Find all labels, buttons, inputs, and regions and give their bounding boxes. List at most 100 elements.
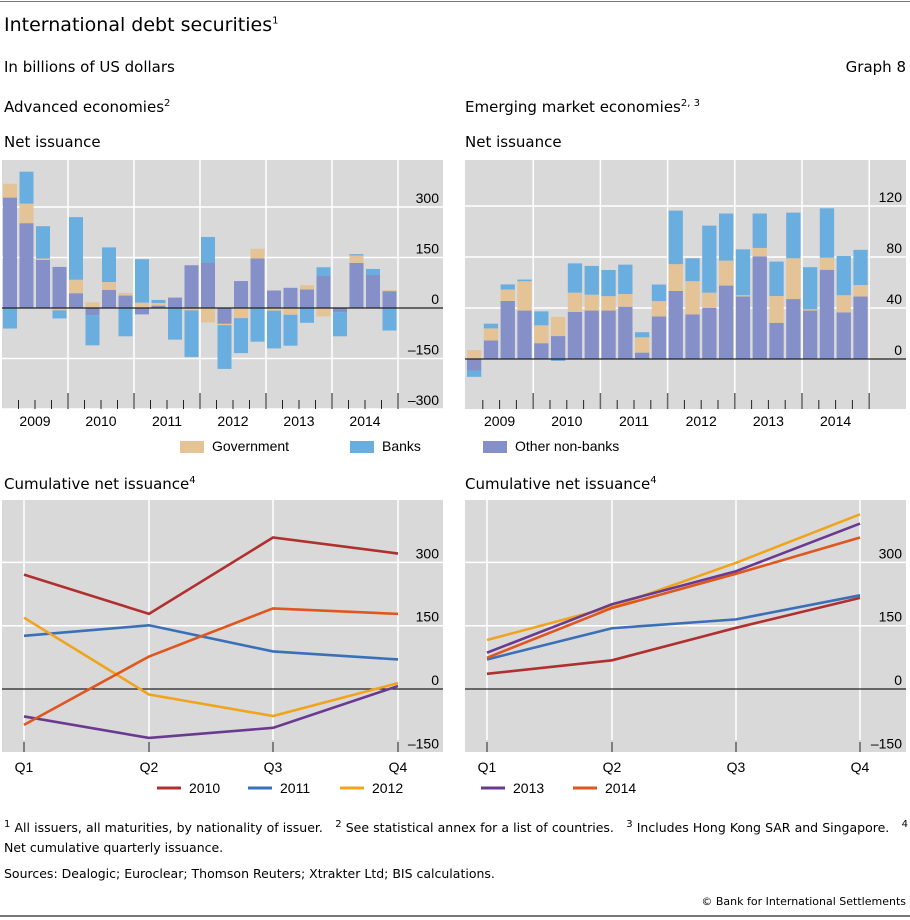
- right-cumulative-note: 4: [650, 475, 657, 486]
- emerging-cumulative-line-2010: [486, 596, 861, 676]
- emerging-net-bar-other-non-banks: [500, 300, 515, 359]
- copyright: © Bank for International Settlements: [701, 895, 906, 908]
- emerging-net-bar-government: [551, 316, 566, 337]
- advanced-net-bar-government: [283, 308, 298, 315]
- emerging-net-year-label: 2013: [753, 413, 784, 429]
- title-text: International debt securities: [4, 14, 273, 36]
- advanced-net-bar-government: [267, 308, 281, 311]
- right-title-text: Emerging market economies: [465, 98, 681, 116]
- advanced-net-bar-banks: [52, 310, 67, 319]
- footnote-4-marker: 4: [901, 819, 909, 830]
- advanced-net-bar-other-non-banks: [85, 308, 100, 316]
- advanced-net-bar-banks: [69, 217, 83, 280]
- legend-2011-label: 2011: [280, 780, 310, 796]
- advanced-net-bar-government: [217, 323, 232, 326]
- emerging-net-bar-banks: [853, 249, 868, 286]
- advanced-net-year-label: 2012: [217, 413, 248, 429]
- emerging-cumulative-line-2012: [486, 513, 861, 642]
- advanced-net-bar-other-non-banks: [184, 265, 199, 308]
- advanced-net-bar-government: [349, 255, 364, 263]
- advanced-cumulative-quarter-label: Q4: [389, 759, 408, 775]
- advanced-net-bar-government: [85, 302, 100, 308]
- advanced-net-year-label: 2009: [19, 413, 50, 429]
- emerging-net-bar-other-non-banks: [601, 310, 616, 359]
- emerging-net-year-label: 2010: [551, 413, 582, 429]
- advanced-net-bar-government: [316, 308, 331, 317]
- emerging-net-bar-government: [635, 337, 650, 353]
- emerging-net-bar-government: [517, 281, 532, 311]
- left-net-issuance-title: Net issuance: [4, 133, 101, 151]
- emerging-net-year-label: 2009: [484, 413, 515, 429]
- advanced-net-bar-government: [151, 302, 166, 306]
- emerging-net-bar-other-non-banks: [551, 336, 566, 359]
- advanced-net-bar-other-non-banks: [168, 297, 182, 308]
- emerging-net-bar-banks: [551, 359, 566, 361]
- emerging-cumulative-line-2011: [486, 594, 861, 661]
- emerging-cumulative-ytick-label: –150: [871, 735, 902, 751]
- emerging-net-bar-banks: [635, 332, 650, 338]
- advanced-net-bar-banks: [135, 259, 149, 303]
- advanced-net-bar-banks: [250, 308, 265, 342]
- advanced-net-bar-government: [201, 308, 215, 323]
- advanced-net-year-label: 2011: [152, 413, 182, 429]
- emerging-net-ytick-label: 0: [894, 342, 902, 358]
- emerging-net-bar-other-non-banks: [769, 322, 784, 359]
- emerging-net-bar-government: [853, 285, 868, 297]
- emerging-net-bar-government: [702, 292, 717, 308]
- advanced-net-ytick-label: 0: [431, 291, 439, 307]
- right-panel-title: Emerging market economies2, 3: [465, 98, 700, 116]
- emerging-net-bar-banks: [467, 370, 482, 377]
- emerging-cumulative-line-2013: [486, 522, 861, 654]
- advanced-net-bar-other-non-banks: [201, 262, 215, 308]
- advanced-net-bar-banks: [36, 226, 50, 259]
- advanced-net-year-label: 2014: [349, 413, 380, 429]
- emerging-net-bar-other-non-banks: [719, 285, 734, 359]
- footnote-1-marker: 1: [4, 819, 11, 830]
- advanced-net-bar-other-non-banks: [3, 197, 17, 308]
- emerging-net-bar-banks: [584, 265, 599, 295]
- left-panel-title: Advanced economies2: [4, 98, 170, 116]
- emerging-net-bar-other-non-banks: [735, 296, 751, 359]
- emerging-net-ytick-label: 80: [886, 240, 902, 256]
- emerging-net-year-label: 2011: [619, 413, 649, 429]
- emerging-cumulative-ytick-label: 300: [879, 545, 903, 561]
- footnote-2: See statistical annex for a list of coun…: [345, 820, 614, 836]
- emerging-net-bar-other-non-banks: [836, 312, 851, 359]
- subtitle: In billions of US dollars: [4, 58, 175, 76]
- advanced-net-bar-other-non-banks: [234, 281, 248, 308]
- advanced-net-bar-other-non-banks: [267, 290, 281, 308]
- emerging-cumulative-quarter-label: Q1: [478, 759, 497, 775]
- advanced-net-bar-other-non-banks: [250, 258, 265, 308]
- emerging-cumulative-ytick-label: 150: [879, 609, 903, 625]
- advanced-cumulative-line-2014: [23, 607, 399, 727]
- emerging-net-year-label: 2012: [686, 413, 717, 429]
- footnote-4: Net cumulative quarterly issuance.: [4, 840, 224, 856]
- right-cumulative-text: Cumulative net issuance: [465, 475, 651, 493]
- footnote-2-marker: 2: [335, 819, 342, 830]
- emerging-net-bar-banks: [702, 225, 717, 293]
- advanced-net-bar-other-non-banks: [135, 308, 149, 315]
- emerging-net-bar-other-non-banks: [534, 343, 549, 359]
- advanced-net-bar-other-non-banks: [118, 295, 133, 308]
- advanced-cumulative-quarter-label: Q2: [140, 759, 159, 775]
- advanced-net-bar-government: [19, 203, 34, 224]
- emerging-net-bar-other-non-banks: [517, 310, 532, 359]
- emerging-net-bar-government: [719, 260, 734, 286]
- advanced-net-bar-other-non-banks: [69, 293, 83, 308]
- advanced-net-ytick-label: –150: [408, 342, 439, 358]
- legend-other-non-banks-label: Other non-banks: [515, 438, 619, 454]
- emerging-cumulative-quarter-label: Q3: [727, 759, 746, 775]
- left-title-text: Advanced economies: [4, 98, 165, 116]
- legend-2013-label: 2013: [513, 780, 544, 796]
- advanced-cumulative-ytick-label: 300: [416, 545, 440, 561]
- advanced-net-bar-other-non-banks: [102, 289, 116, 308]
- advanced-net-ytick-label: 300: [416, 190, 440, 206]
- advanced-net-bar-government: [52, 308, 67, 311]
- footnote-3: Includes Hong Kong SAR and Singapore.: [636, 820, 890, 836]
- left-cumulative-note: 4: [189, 475, 196, 486]
- emerging-net-ytick-label: 40: [886, 291, 902, 307]
- emerging-net-bar-banks: [685, 258, 700, 282]
- emerging-net-bar-government: [786, 258, 801, 300]
- left-title-note: 2: [164, 98, 171, 109]
